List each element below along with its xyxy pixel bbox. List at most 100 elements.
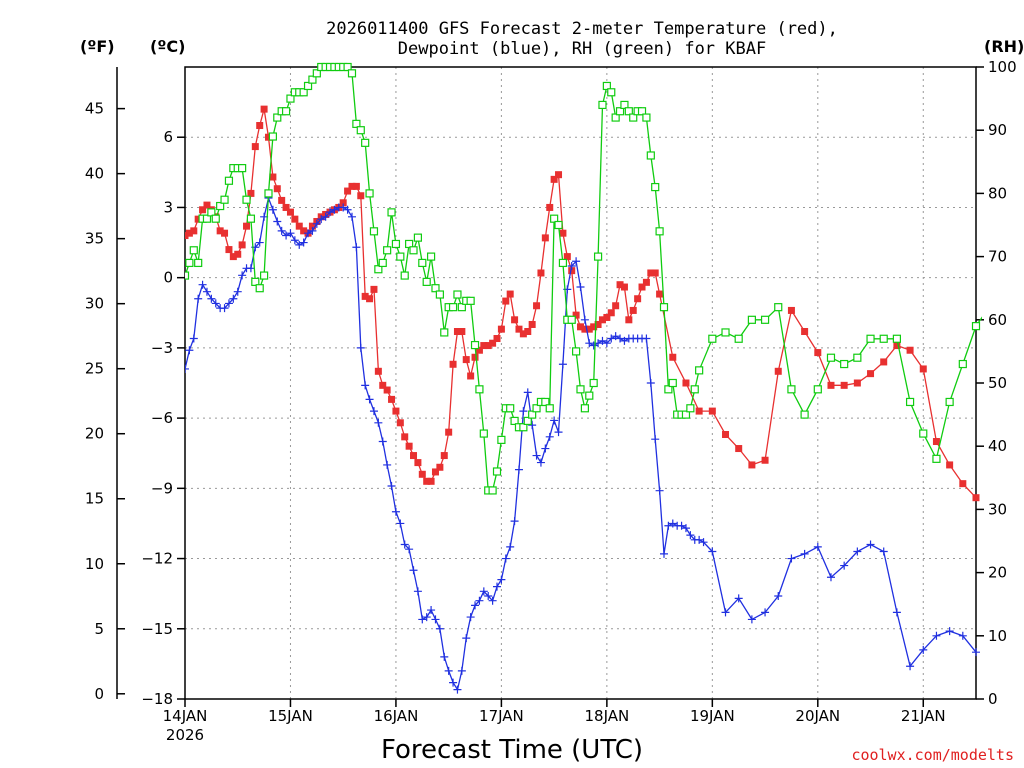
data-point — [541, 234, 549, 242]
x-axis-label: Forecast Time (UTC) — [381, 735, 643, 765]
data-point — [589, 378, 598, 388]
data-point — [467, 372, 475, 380]
data-point — [281, 107, 291, 116]
data-point — [291, 215, 299, 223]
data-point — [448, 303, 458, 312]
data-point — [646, 151, 655, 160]
data-point — [637, 107, 647, 116]
data-point — [946, 461, 954, 469]
data-point — [690, 385, 699, 394]
data-point — [554, 220, 563, 230]
data-point — [449, 360, 457, 368]
data-point — [585, 325, 593, 333]
data-point — [607, 334, 616, 343]
data-point — [251, 143, 259, 151]
data-point — [418, 615, 427, 624]
data-point — [932, 454, 941, 463]
data-point — [202, 287, 211, 296]
data-point — [545, 404, 554, 413]
data-point — [699, 538, 708, 547]
x-tick-year-label: 2026 — [166, 726, 204, 744]
data-point — [659, 303, 669, 312]
data-point — [300, 227, 308, 235]
data-point — [607, 309, 615, 317]
data-point — [357, 192, 365, 200]
data-point — [537, 269, 545, 277]
celsius-unit-label: (ºC) — [150, 37, 185, 56]
data-point — [383, 460, 392, 469]
data-point — [211, 299, 220, 308]
data-point — [216, 201, 225, 211]
data-point — [905, 397, 915, 407]
data-point — [497, 325, 505, 333]
data-point — [440, 328, 449, 337]
fahrenheit-tick-label: 0 — [94, 685, 104, 703]
data-point — [396, 519, 405, 528]
data-point — [374, 418, 383, 427]
data-point — [708, 407, 716, 415]
data-point — [510, 416, 519, 426]
data-point — [489, 339, 497, 347]
data-point — [866, 540, 875, 549]
data-point — [457, 303, 466, 312]
data-point — [616, 334, 625, 343]
data-point — [506, 404, 515, 413]
data-point — [405, 442, 413, 450]
data-point — [366, 295, 374, 303]
rh-tick-label: 90 — [988, 121, 1007, 139]
data-point — [423, 477, 431, 485]
data-point — [585, 339, 594, 348]
celsius-tick-label: 3 — [163, 198, 173, 216]
data-point — [348, 182, 356, 190]
rh-tick-label: 20 — [988, 564, 1007, 582]
celsius-tick-label: −6 — [151, 409, 173, 427]
data-point — [418, 258, 427, 268]
data-point — [629, 113, 638, 122]
data-point — [611, 113, 620, 122]
data-point — [426, 252, 436, 261]
data-point — [229, 294, 238, 303]
data-point — [278, 196, 286, 204]
data-point — [932, 631, 941, 640]
data-point — [185, 229, 193, 237]
rh-tick-label: 30 — [988, 500, 1007, 518]
celsius-tick-label: −12 — [141, 550, 173, 568]
data-point — [659, 549, 668, 558]
data-point — [488, 486, 497, 495]
data-point — [774, 367, 782, 375]
data-point — [431, 468, 439, 476]
chart-title-line2: Dewpoint (blue), RH (green) for KBAF — [398, 39, 766, 59]
data-point — [774, 592, 783, 601]
text-layer: 2026011400 GFS Forecast 2-meter Temperat… — [80, 19, 1024, 765]
data-point — [365, 189, 374, 198]
data-point — [410, 452, 418, 460]
data-point — [238, 271, 247, 280]
data-point — [224, 176, 234, 185]
data-point — [299, 88, 308, 97]
fahrenheit-tick-label: 45 — [85, 100, 104, 118]
data-point — [555, 171, 563, 179]
data-point — [431, 615, 440, 624]
data-point — [413, 587, 422, 596]
data-point — [185, 258, 194, 268]
series-markers — [185, 62, 981, 495]
data-point — [273, 217, 282, 226]
data-point — [422, 613, 431, 622]
data-point — [243, 222, 251, 230]
data-point — [611, 332, 620, 341]
fahrenheit-tick-label: 5 — [94, 620, 104, 638]
data-point — [308, 222, 316, 230]
data-point — [282, 231, 291, 240]
data-point — [339, 203, 348, 212]
celsius-tick-label: −3 — [151, 339, 173, 357]
data-point — [576, 283, 585, 292]
credit-text: coolwx.com/modelts — [851, 746, 1014, 764]
data-point — [620, 283, 628, 291]
data-point — [492, 467, 502, 476]
data-point — [585, 391, 594, 400]
data-point — [356, 126, 365, 135]
data-point — [264, 189, 273, 198]
data-point — [388, 395, 396, 403]
data-point — [440, 652, 449, 661]
data-point — [577, 323, 584, 331]
